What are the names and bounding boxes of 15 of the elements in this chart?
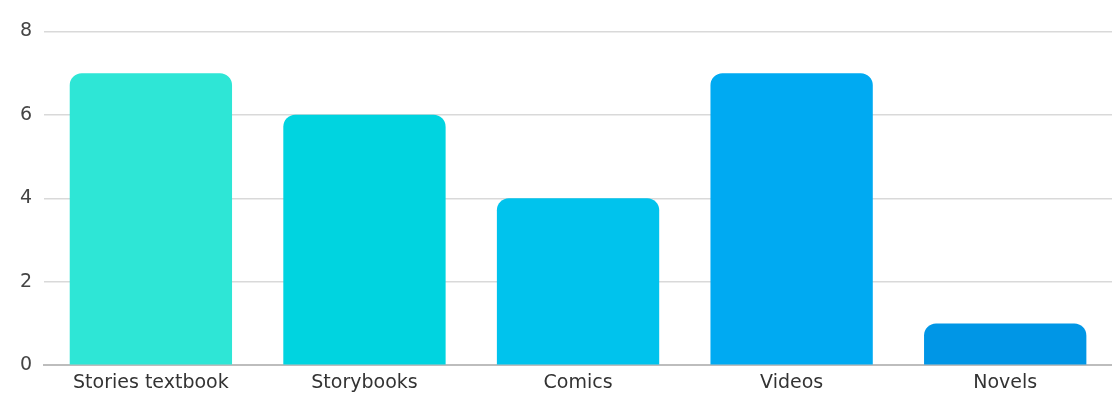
x-tick-label: Comics (543, 369, 613, 392)
bar (924, 323, 1087, 365)
y-tick-label: 6 (19, 101, 33, 124)
bar (69, 73, 233, 365)
x-tick-label: Stories textbook (73, 369, 229, 392)
y-tick-label: 8 (19, 18, 33, 41)
x-tick-label: Storybooks (311, 369, 418, 392)
bar (710, 73, 873, 365)
y-tick-label: 0 (19, 352, 33, 375)
bar (283, 114, 446, 365)
x-tick-label: Videos (760, 369, 824, 392)
bar (496, 198, 660, 365)
y-tick-label: 4 (19, 185, 33, 208)
y-tick-label: 2 (19, 268, 33, 291)
x-tick-label: Novels (973, 369, 1038, 392)
